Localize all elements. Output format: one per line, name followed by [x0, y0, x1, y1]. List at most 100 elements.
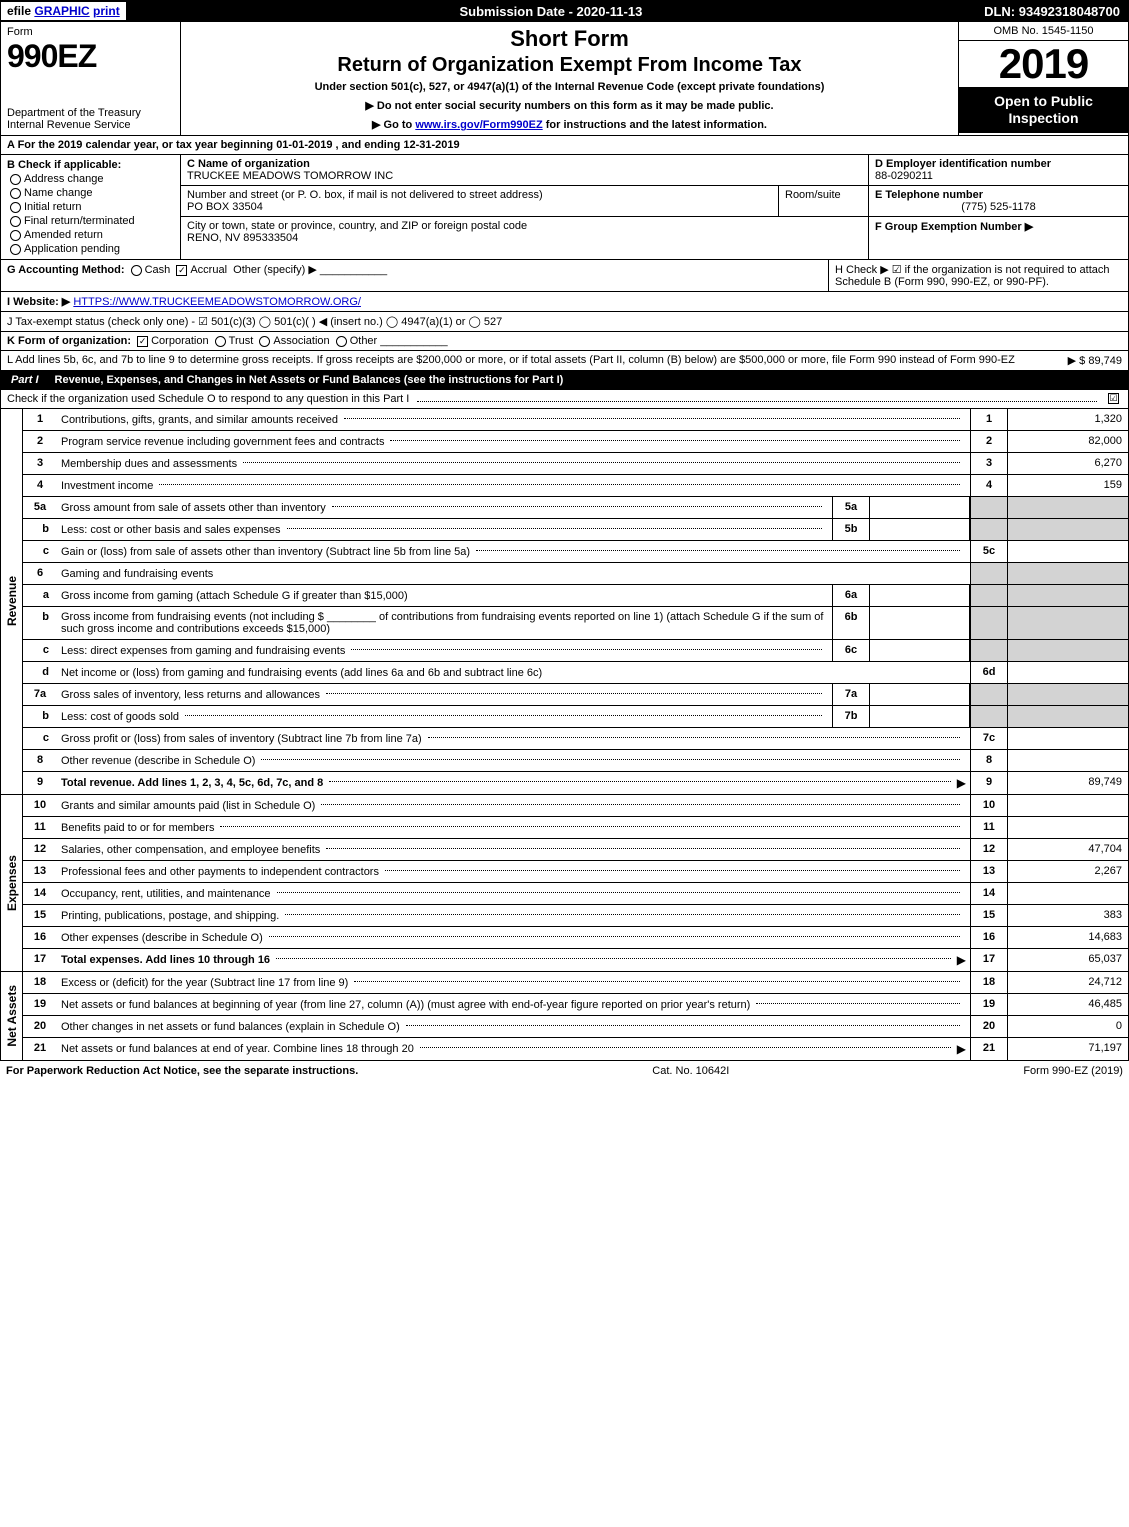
line-6b: b Gross income from fundraising events (… [23, 607, 1128, 640]
line-6a-inval [870, 585, 970, 606]
line-18: 18 Excess or (deficit) for the year (Sub… [23, 972, 1128, 994]
line-9-desc: Total revenue. Add lines 1, 2, 3, 4, 5c,… [61, 777, 323, 789]
row-j: J Tax-exempt status (check only one) - ☑… [0, 312, 1129, 332]
opt-pending: Application pending [24, 243, 120, 255]
line-7b-desc: Less: cost of goods sold [61, 711, 179, 723]
line-10-outval [1008, 795, 1128, 816]
accrual-checkbox[interactable]: ✓ [176, 265, 187, 276]
line-3: 3 Membership dues and assessments 3 6,27… [23, 453, 1128, 475]
goto-post: for instructions and the latest informat… [543, 119, 767, 131]
part-i-sub: Check if the organization used Schedule … [0, 390, 1129, 409]
assoc-radio[interactable] [259, 336, 270, 347]
line-16: 16 Other expenses (describe in Schedule … [23, 927, 1128, 949]
graphic-link[interactable]: GRAPHIC [34, 4, 89, 18]
line-13-no: 13 [23, 861, 57, 882]
line-18-outval: 24,712 [1008, 972, 1128, 993]
line-4-outval: 159 [1008, 475, 1128, 496]
g-accrual: Accrual [190, 264, 227, 276]
line-13-outlbl: 13 [970, 861, 1008, 882]
line-14: 14 Occupancy, rent, utilities, and maint… [23, 883, 1128, 905]
line-12-no: 12 [23, 839, 57, 860]
line-20-outlbl: 20 [970, 1016, 1008, 1037]
print-link[interactable]: print [93, 4, 120, 18]
city-label: City or town, state or province, country… [187, 220, 527, 232]
line-18-desc: Excess or (deficit) for the year (Subtra… [61, 977, 348, 989]
row-k: K Form of organization: ✓Corporation Tru… [0, 332, 1129, 351]
efile-label: efile [7, 4, 31, 18]
room-label: Room/suite [785, 189, 841, 201]
opt-amended: Amended return [24, 229, 103, 241]
line-7c-outval [1008, 728, 1128, 749]
line-13: 13 Professional fees and other payments … [23, 861, 1128, 883]
addr-change-radio[interactable] [10, 174, 21, 185]
expenses-tab: Expenses [1, 795, 23, 971]
line-4-desc: Investment income [61, 480, 153, 492]
cash-radio[interactable] [131, 265, 142, 276]
line-13-outval: 2,267 [1008, 861, 1128, 882]
line-14-outlbl: 14 [970, 883, 1008, 904]
line-7a-outlbl [970, 684, 1008, 705]
tax-year: 2019 [959, 41, 1128, 87]
line-3-desc: Membership dues and assessments [61, 458, 237, 470]
goto-pre: ▶ Go to [372, 119, 415, 131]
name-change-radio[interactable] [10, 188, 21, 199]
line-6a-desc: Gross income from gaming (attach Schedul… [61, 590, 408, 602]
initial-return-radio[interactable] [10, 202, 21, 213]
line-6-outlbl [970, 563, 1008, 584]
arrow-icon: ▶ [957, 953, 966, 967]
line-2-outval: 82,000 [1008, 431, 1128, 452]
line-6-no: 6 [23, 563, 57, 584]
ein-label: D Employer identification number [875, 158, 1051, 170]
line-3-no: 3 [23, 453, 57, 474]
dln: DLN: 93492318048700 [976, 2, 1128, 21]
opt-name: Name change [24, 187, 93, 199]
line-6c-no: c [23, 640, 57, 661]
org-name: TRUCKEE MEADOWS TOMORROW INC [187, 170, 393, 182]
line-14-no: 14 [23, 883, 57, 904]
header-left: Form 990EZ Department of the Treasury In… [1, 22, 181, 135]
line-6: 6 Gaming and fundraising events [23, 563, 1128, 585]
line-3-outval: 6,270 [1008, 453, 1128, 474]
pra-notice: For Paperwork Reduction Act Notice, see … [6, 1065, 358, 1077]
other-radio[interactable] [336, 336, 347, 347]
line-20: 20 Other changes in net assets or fund b… [23, 1016, 1128, 1038]
corp-checkbox[interactable]: ✓ [137, 336, 148, 347]
line-11-outval [1008, 817, 1128, 838]
line-5b-inval [870, 519, 970, 540]
part-i-checkbox[interactable]: ☑ [1108, 393, 1119, 404]
line-15-outval: 383 [1008, 905, 1128, 926]
line-11-desc: Benefits paid to or for members [61, 822, 214, 834]
final-return-radio[interactable] [10, 216, 21, 227]
line-9: 9 Total revenue. Add lines 1, 2, 3, 4, 5… [23, 772, 1128, 794]
line-5a-inlbl: 5a [832, 497, 870, 518]
row-i: I Website: ▶ HTTPS://WWW.TRUCKEEMEADOWST… [0, 292, 1129, 312]
goto-link[interactable]: www.irs.gov/Form990EZ [415, 119, 542, 131]
trust-radio[interactable] [215, 336, 226, 347]
omb-number: OMB No. 1545-1150 [959, 22, 1128, 41]
line-2-outlbl: 2 [970, 431, 1008, 452]
line-20-desc: Other changes in net assets or fund bala… [61, 1021, 400, 1033]
cat-no: Cat. No. 10642I [652, 1065, 729, 1077]
revenue-tab: Revenue [1, 409, 23, 794]
line-19: 19 Net assets or fund balances at beginn… [23, 994, 1128, 1016]
line-6a-outval [1008, 585, 1128, 606]
line-15-desc: Printing, publications, postage, and shi… [61, 910, 279, 922]
main-title: Return of Organization Exempt From Incom… [189, 54, 950, 77]
line-17-outlbl: 17 [970, 949, 1008, 971]
form-header: Form 990EZ Department of the Treasury In… [0, 22, 1129, 136]
line-10-outlbl: 10 [970, 795, 1008, 816]
line-5c-outval [1008, 541, 1128, 562]
line-21-outval: 71,197 [1008, 1038, 1128, 1060]
line-6b-outval [1008, 607, 1128, 639]
line-6b-no: b [23, 607, 57, 639]
amended-return-radio[interactable] [10, 230, 21, 241]
arrow-icon: ▶ [957, 1042, 966, 1056]
line-15: 15 Printing, publications, postage, and … [23, 905, 1128, 927]
line-1-no: 1 [23, 409, 57, 430]
website-link[interactable]: HTTPS://WWW.TRUCKEEMEADOWSTOMORROW.ORG/ [73, 296, 361, 308]
app-pending-radio[interactable] [10, 244, 21, 255]
line-6c: c Less: direct expenses from gaming and … [23, 640, 1128, 662]
goto-line: ▶ Go to www.irs.gov/Form990EZ for instru… [189, 118, 950, 131]
header-right: OMB No. 1545-1150 2019 Open to Public In… [958, 22, 1128, 135]
expenses-tab-label: Expenses [5, 849, 19, 917]
